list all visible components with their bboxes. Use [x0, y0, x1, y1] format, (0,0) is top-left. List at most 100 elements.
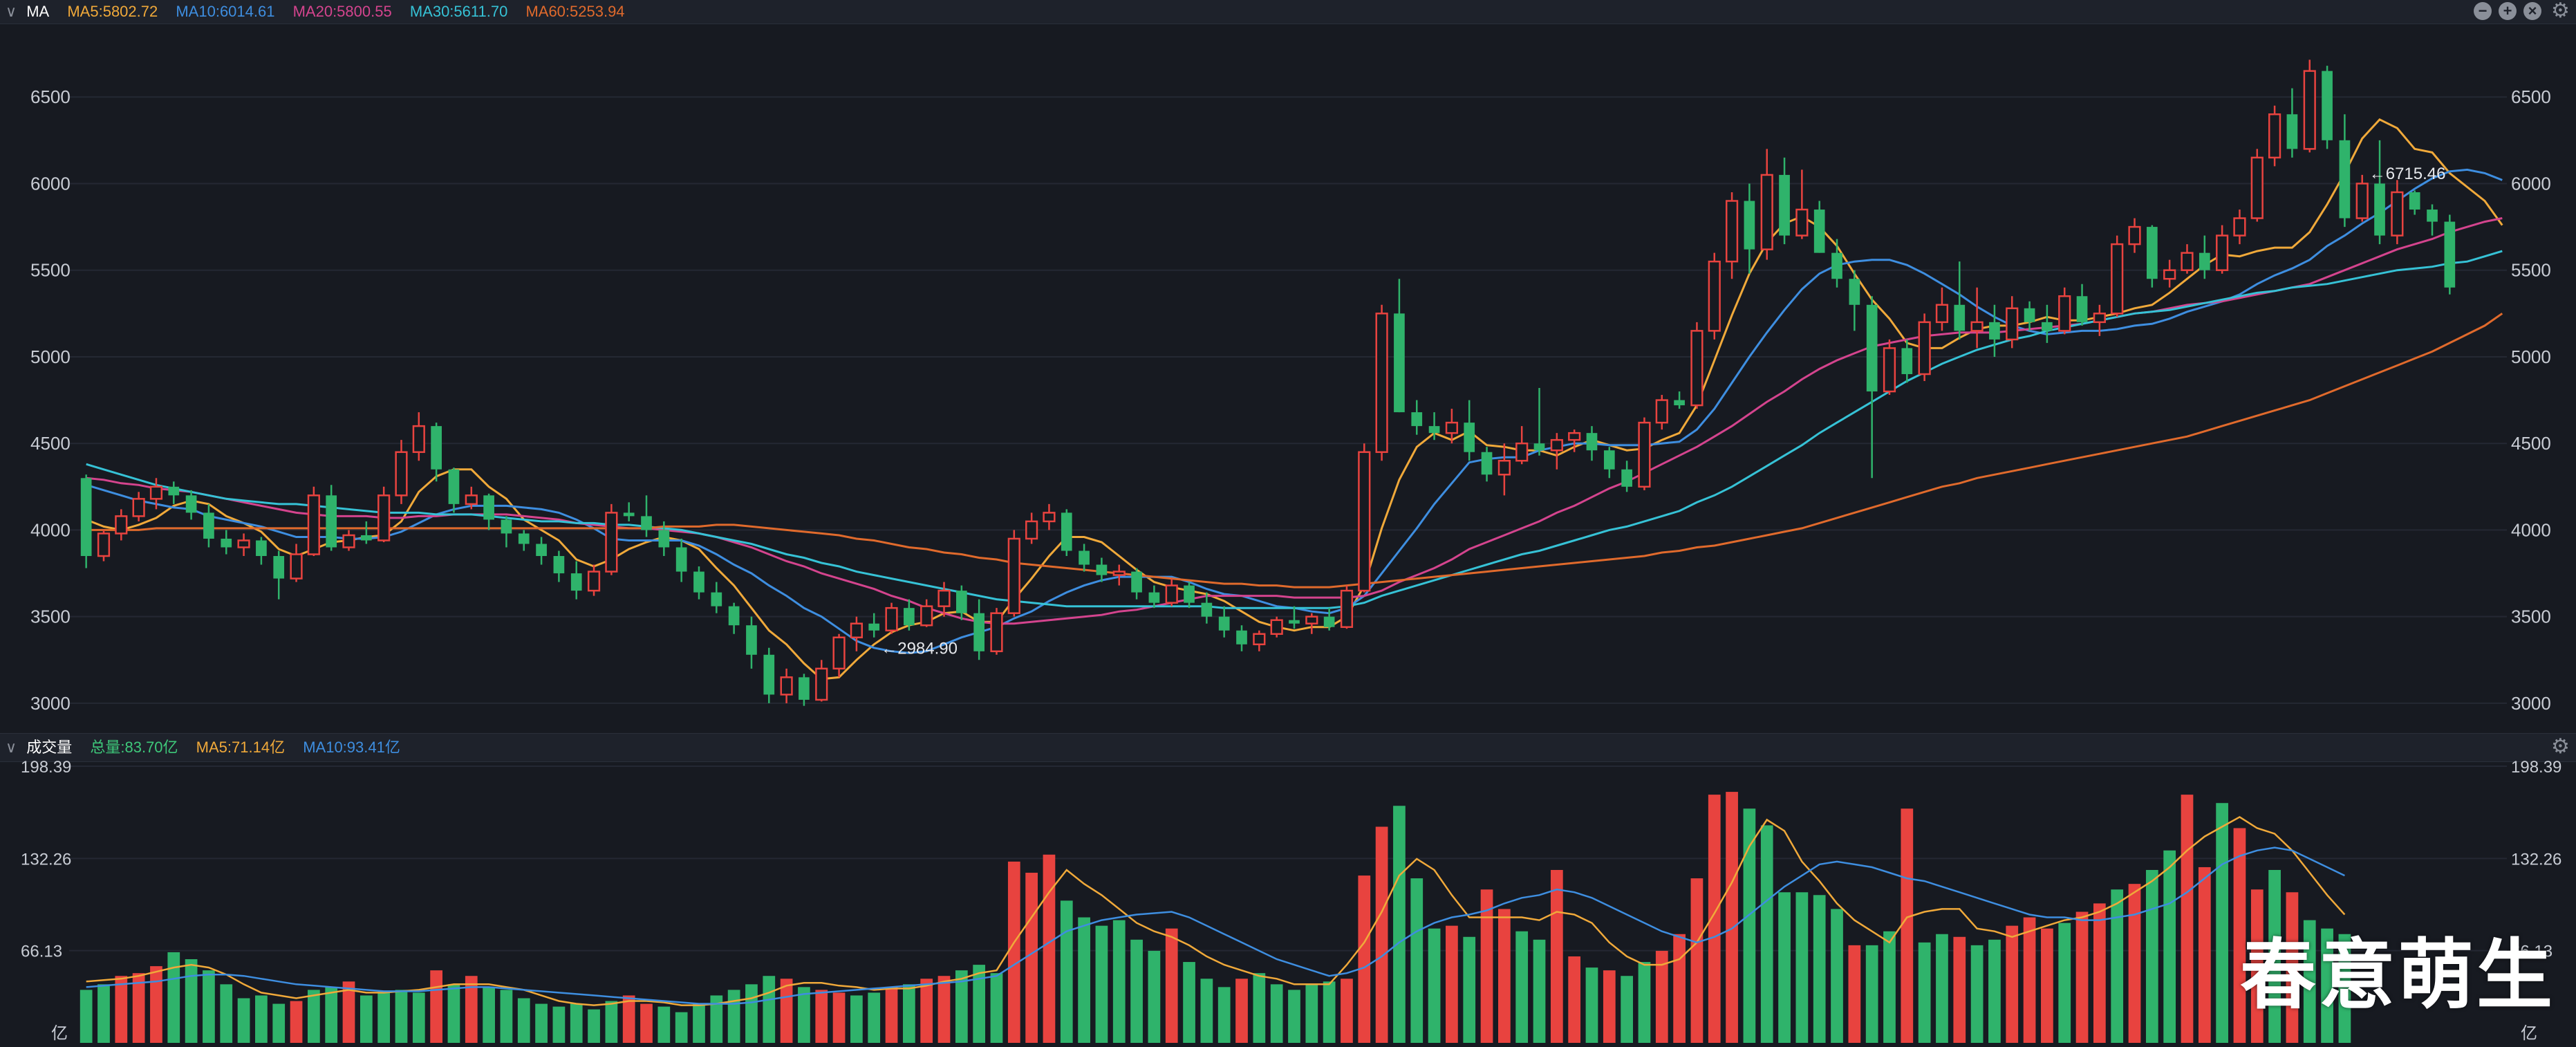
candle-body: [885, 606, 898, 631]
candle: [290, 544, 303, 582]
volume-bar: [1410, 878, 1424, 1043]
candle-body: [1464, 423, 1475, 452]
volume-bar: [1463, 936, 1476, 1043]
candle-body: [1340, 589, 1354, 628]
volume-bar: [990, 973, 1003, 1043]
candle: [1849, 270, 1860, 331]
volume-bar: [342, 981, 355, 1043]
candle: [799, 674, 810, 706]
candle: [675, 538, 687, 582]
volume-bar: [2023, 917, 2036, 1043]
add-icon[interactable]: +: [2499, 2, 2517, 20]
legend-total-volume: 总量:83.70亿: [90, 739, 178, 756]
candle: [815, 660, 828, 702]
minimize-icon[interactable]: −: [2474, 2, 2492, 20]
candle: [1568, 429, 1581, 452]
candle-body: [2042, 322, 2053, 331]
candle: [2339, 114, 2351, 228]
price-legend-bar: ∨ MA MA5:5802.72 MA10:6014.61 MA20:5800.…: [0, 0, 2576, 24]
candle-body: [2146, 227, 2158, 279]
candle-body: [395, 451, 408, 497]
candle: [256, 537, 267, 565]
volume-bar: [868, 992, 881, 1043]
candle: [973, 599, 985, 660]
candle: [658, 521, 670, 557]
candle-body: [1411, 412, 1423, 427]
volume-bar: [1183, 962, 1195, 1043]
volume-bar: [1831, 909, 1843, 1043]
candle: [1165, 578, 1178, 606]
volume-settings-gear-icon[interactable]: ⚙: [2551, 735, 2570, 758]
candle: [2111, 235, 2124, 317]
candle-body: [2409, 192, 2420, 210]
volume-bar: [552, 1006, 566, 1043]
candle-body: [850, 622, 863, 638]
close-icon[interactable]: ×: [2523, 2, 2541, 20]
volume-grid: [69, 766, 2507, 952]
candle: [1079, 544, 1090, 572]
candle: [763, 647, 775, 703]
candle-body: [1079, 550, 1090, 565]
candle: [1305, 613, 1318, 634]
candle: [1674, 391, 1685, 409]
settings-gear-icon[interactable]: ⚙: [2551, 0, 2570, 22]
volume-bar: [815, 990, 828, 1043]
volume-bar: [2041, 928, 2053, 1043]
candle: [1445, 409, 1458, 444]
candle-body: [1236, 630, 1247, 645]
volume-bar: [483, 987, 495, 1043]
candle-body: [1795, 208, 1809, 237]
candle-body: [465, 494, 478, 506]
volume-bar: [1568, 956, 1581, 1043]
candle-body: [2024, 308, 2035, 322]
price-tick-label: 4000: [2511, 519, 2551, 540]
candle: [237, 533, 250, 557]
volume-bar: [850, 995, 863, 1043]
candle: [2006, 296, 2019, 349]
volume-bar: [588, 1009, 600, 1043]
candle: [623, 502, 635, 521]
candle: [1760, 149, 1773, 260]
candle-body: [80, 478, 92, 557]
watermark: 春意萌生: [2240, 931, 2555, 1019]
volume-bar: [80, 990, 93, 1043]
candle-body: [711, 592, 722, 606]
candle-body: [763, 654, 775, 695]
indicator-name[interactable]: MA: [26, 3, 50, 20]
candle: [553, 550, 565, 582]
price-legend: ∨ MA MA5:5802.72 MA10:6014.61 MA20:5800.…: [6, 0, 639, 24]
candle-body: [518, 533, 530, 544]
candle-body: [1883, 347, 1896, 393]
volume-title[interactable]: 成交量: [26, 739, 73, 756]
volume-bar: [570, 1003, 583, 1043]
volume-bar: [308, 990, 320, 1043]
candle: [1638, 417, 1651, 490]
candle: [1603, 447, 1615, 479]
candle: [2216, 225, 2229, 274]
candle-body: [1760, 174, 1773, 250]
price-tick-label: 3000: [2511, 693, 2551, 714]
candle: [2042, 304, 2053, 343]
volume-bar: [2128, 884, 2141, 1043]
volume-bar: [1095, 925, 1108, 1043]
volume-bar: [220, 984, 233, 1043]
price-tick-label: 6500: [2511, 86, 2551, 107]
collapse-chevron-icon[interactable]: ∨: [6, 3, 17, 20]
candle: [2268, 105, 2281, 167]
candle-body: [1481, 452, 1493, 475]
candle-body: [185, 495, 197, 513]
ma-lines: [86, 118, 2503, 680]
collapse-chevron-icon[interactable]: ∨: [6, 739, 17, 756]
candle-body: [1305, 615, 1318, 624]
volume-bar: [535, 1003, 548, 1043]
volume-bar: [1743, 808, 1756, 1043]
volume-bar: [1760, 825, 1773, 1043]
candle: [1112, 564, 1126, 586]
candle: [168, 481, 180, 504]
candle: [1935, 287, 1949, 331]
candle-body: [1253, 633, 1266, 646]
price-tick-label: 5000: [2511, 346, 2551, 367]
candle-body: [1112, 571, 1126, 576]
price-tick-label: 5000: [30, 346, 71, 367]
